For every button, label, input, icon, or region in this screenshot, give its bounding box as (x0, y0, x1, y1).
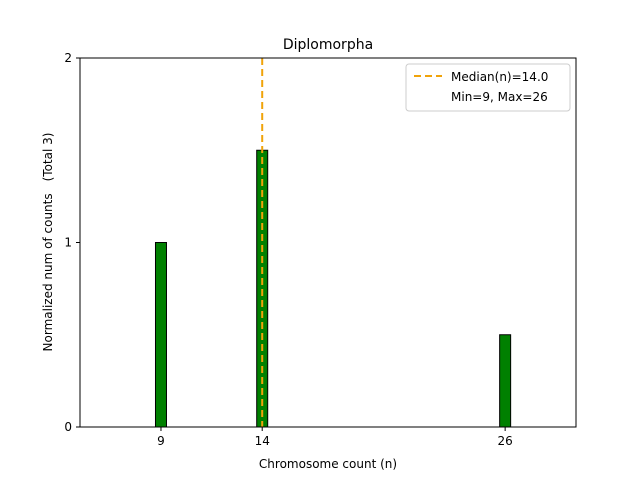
bars (154, 149, 512, 428)
y-axis-label-total: (Total 3) (41, 133, 55, 182)
x-tick-label: 9 (157, 434, 165, 448)
y-axis-label-main: Normalized num of counts (41, 193, 55, 351)
x-tick-label: 14 (255, 434, 270, 448)
y-axis-label: Normalized num of counts (Total 3) (41, 133, 55, 352)
x-tick-label: 26 (498, 434, 513, 448)
y-axis-ticks: 0 1 2 (64, 51, 80, 434)
y-tick-label: 0 (64, 420, 72, 434)
chart-title: Diplomorpha (283, 37, 373, 53)
legend-entry-median: Median(n)=14.0 (451, 70, 548, 84)
legend-frame (405, 63, 571, 112)
bar-9 (154, 242, 167, 428)
y-tick-label: 2 (64, 51, 72, 65)
legend-entry-minmax: Min=9, Max=26 (451, 90, 548, 104)
bar-26 (499, 334, 512, 428)
x-axis-ticks: 9 14 26 (157, 427, 513, 448)
x-axis-label: Chromosome count (n) (259, 457, 397, 471)
y-tick-label: 1 (64, 236, 72, 250)
legend: Median(n)=14.0 Min=9, Max=26 (405, 63, 571, 112)
